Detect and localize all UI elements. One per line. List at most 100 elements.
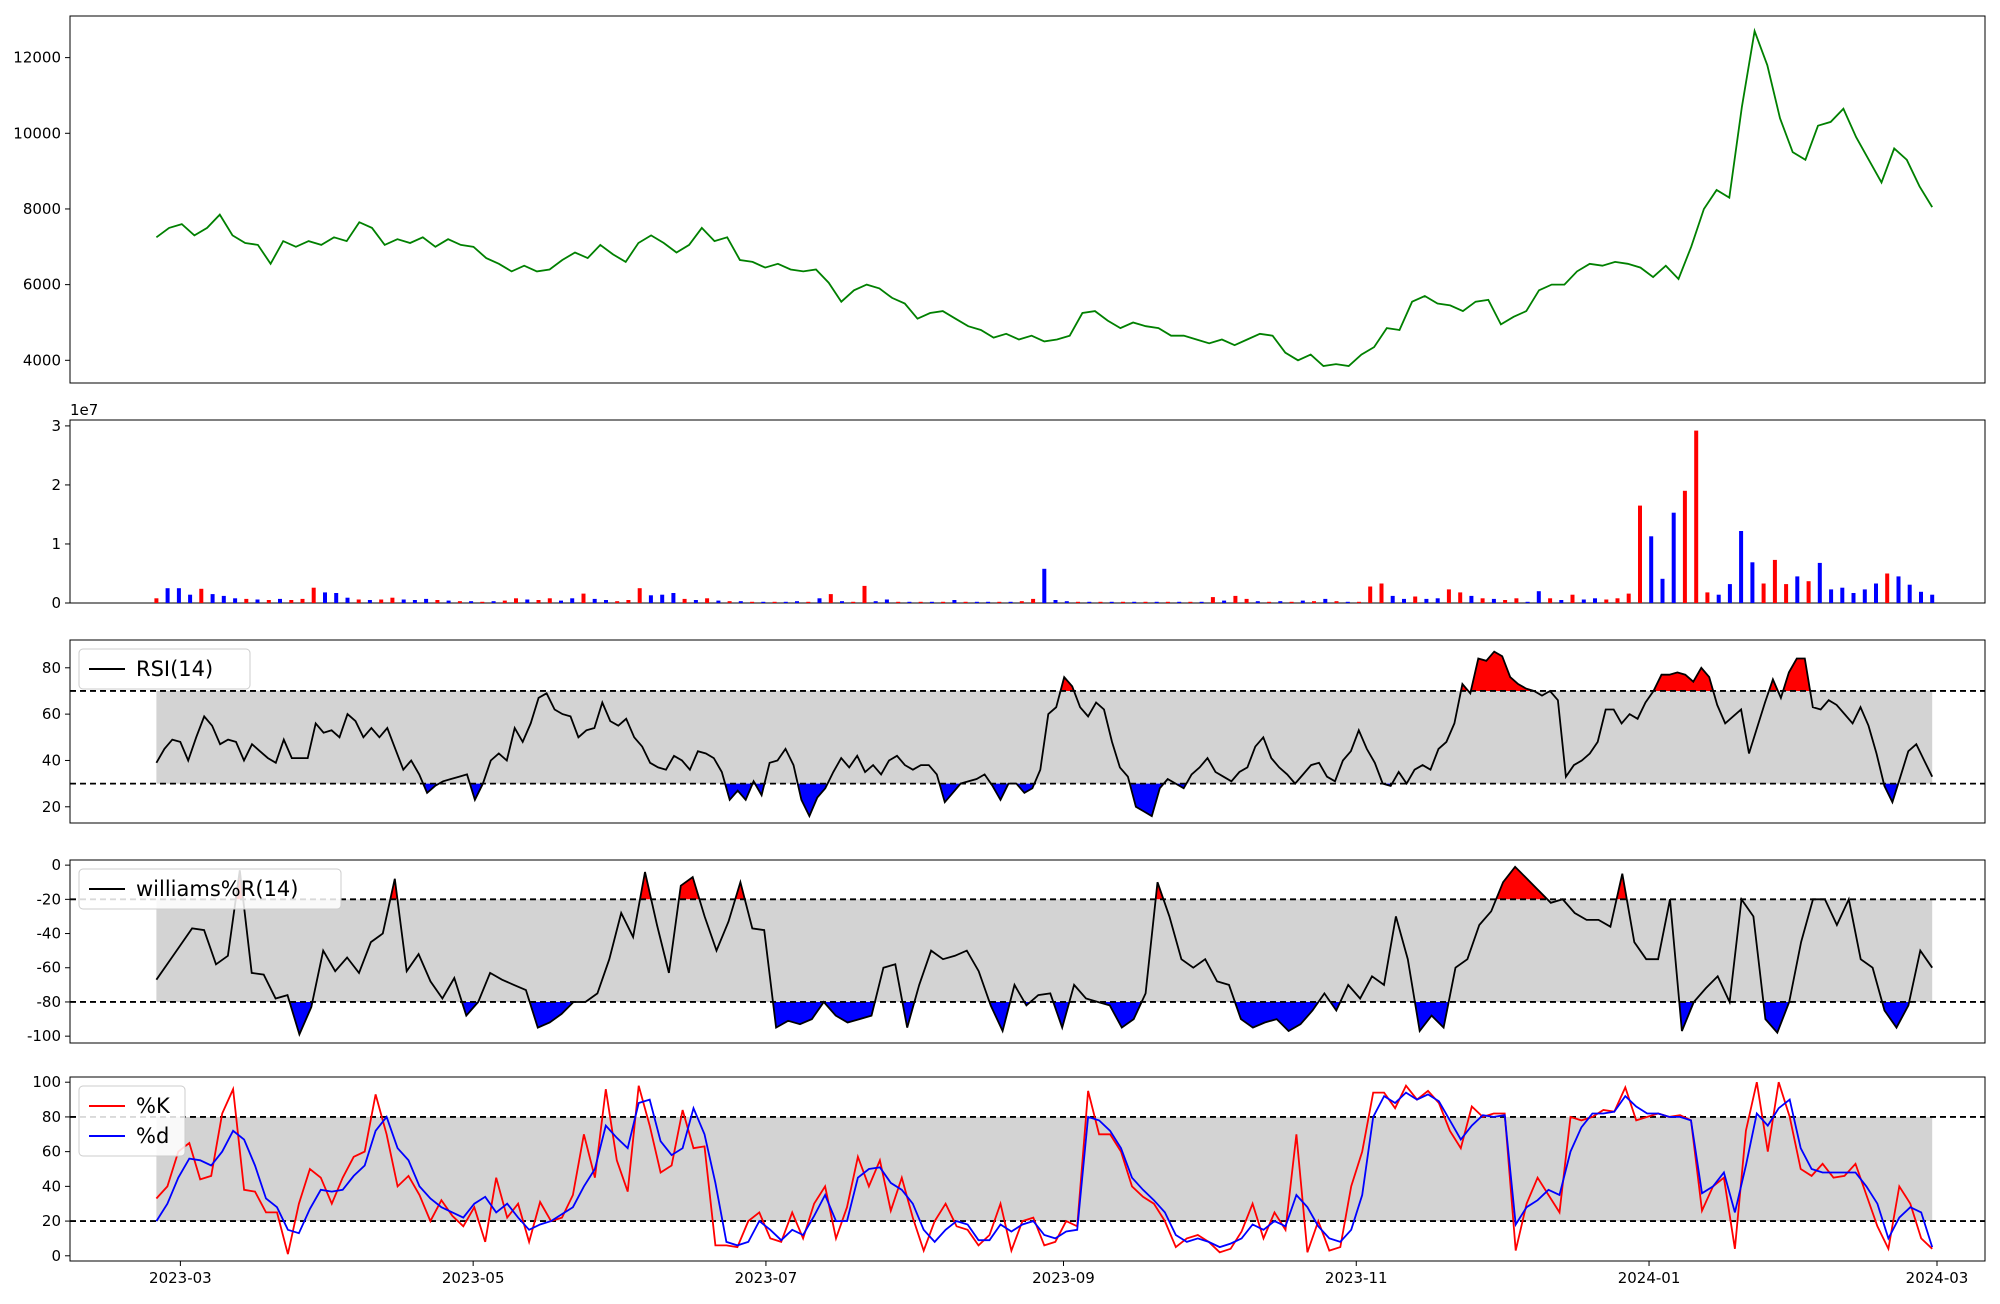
volume-bar <box>907 601 912 603</box>
volume-bar <box>514 598 518 603</box>
volume-bar <box>896 601 901 603</box>
volume-bar <box>750 601 755 603</box>
volume-bar <box>1064 601 1069 603</box>
volume-bar <box>469 601 474 603</box>
volume-ytick-label: 1 <box>51 535 61 553</box>
volume-bar <box>1896 576 1901 603</box>
volume-bar <box>1435 598 1440 603</box>
stochastic-ytick-label: 80 <box>42 1108 61 1126</box>
rsi-oversold-fill <box>1883 783 1899 803</box>
price-ytick-label: 6000 <box>23 276 61 294</box>
volume-bar <box>559 600 563 603</box>
williams-overbought-fill <box>640 872 652 900</box>
volume-bar <box>323 592 327 603</box>
volume-bar <box>1210 597 1215 603</box>
x-tick-label: 2023-05 <box>442 1269 505 1287</box>
williams-oversold-fill <box>289 1002 313 1035</box>
volume-bar <box>1087 601 1092 603</box>
volume-bar <box>1930 594 1935 603</box>
volume-bar <box>581 593 586 603</box>
volume-bar <box>862 585 867 603</box>
volume-bar <box>840 601 844 603</box>
volume-bar <box>1536 591 1541 603</box>
stochastic-ytick-label: 40 <box>42 1177 61 1195</box>
volume-bar <box>502 600 507 603</box>
volume-bar <box>772 601 777 603</box>
volume-bar <box>311 587 316 603</box>
stochastic-legend-label: %K <box>136 1094 171 1118</box>
volume-bar <box>1390 595 1395 603</box>
volume-bar <box>1570 594 1575 603</box>
volume-bar <box>1907 584 1912 603</box>
volume-bar <box>1143 601 1148 603</box>
volume-bar <box>1817 562 1822 603</box>
volume-bar <box>1750 562 1755 603</box>
volume-bar <box>1491 598 1496 603</box>
volume-bar <box>1739 531 1744 603</box>
williams-line <box>155 865 1933 1038</box>
volume-bar <box>525 599 530 603</box>
volume-bar <box>379 599 384 603</box>
rsi-ytick-label: 80 <box>42 659 61 677</box>
volume-bar <box>1874 583 1878 603</box>
volume-bar <box>390 597 395 603</box>
williams-ytick-label: -60 <box>37 959 62 977</box>
volume-bar <box>1649 536 1654 603</box>
volume-bar <box>1334 601 1339 603</box>
volume-bar <box>1199 601 1204 603</box>
volume-bar <box>1188 601 1193 603</box>
volume-bar <box>1177 601 1182 603</box>
x-tick-label: 2023-07 <box>735 1269 798 1287</box>
volume-bar <box>221 595 226 603</box>
x-tick-label: 2023-11 <box>1325 1269 1388 1287</box>
volume-bar <box>1671 512 1676 603</box>
price-ytick-label: 8000 <box>23 200 61 218</box>
volume-bar <box>1402 598 1406 603</box>
volume-bar <box>795 601 799 603</box>
volume-bar <box>1424 598 1429 603</box>
shared-x-axis: 2023-03 2023-05 2023-07 2023-09 2023-11 2024-… <box>149 1261 1968 1287</box>
volume-bar <box>1604 599 1609 603</box>
volume-bar <box>1244 598 1249 603</box>
williams-ytick-label: -40 <box>37 925 62 943</box>
volume-bar <box>199 588 204 603</box>
rsi-overbought-fill <box>1769 679 1778 691</box>
volume-bar <box>693 600 698 603</box>
williams-oversold-fill <box>529 1002 574 1028</box>
volume-bar <box>783 601 788 603</box>
volume-bar <box>727 601 732 603</box>
volume-bar <box>873 601 878 603</box>
volume-frame <box>69 419 1986 604</box>
stochastic-k-line <box>155 1081 1933 1255</box>
volume-bar <box>233 598 238 603</box>
williams-panel: -100 -80 -60 -40 -20 0 williams%R(14) <box>27 856 1986 1045</box>
volume-bar <box>1042 568 1047 603</box>
volume-bar <box>334 593 339 603</box>
williams-overbought-fill <box>735 882 745 900</box>
volume-bar <box>1368 586 1373 603</box>
williams-legend <box>78 868 342 910</box>
volume-bar <box>941 601 946 603</box>
volume-bar <box>1638 505 1642 603</box>
rsi-oversold-fill <box>797 783 828 817</box>
volume-bar <box>1919 591 1923 603</box>
rsi-oversold-fill <box>990 783 1009 800</box>
volume-bar <box>660 594 665 603</box>
volume-bar <box>289 600 294 603</box>
volume-bar <box>1109 601 1114 603</box>
volume-bar <box>626 600 631 603</box>
volume-bar <box>1716 594 1721 603</box>
volume-bar <box>154 598 159 603</box>
rsi-ytick-label: 60 <box>42 705 61 723</box>
volume-bar <box>648 595 653 603</box>
volume-bar <box>1795 576 1800 603</box>
volume-bar <box>1559 600 1564 603</box>
volume-bar <box>1682 490 1687 603</box>
volume-bar <box>1503 600 1508 603</box>
volume-bar <box>671 593 676 603</box>
volume-bar <box>918 601 923 603</box>
volume-bar <box>1300 600 1305 603</box>
volume-bar <box>1121 601 1125 603</box>
volume-bar <box>367 600 372 603</box>
volume-bar <box>356 599 361 603</box>
